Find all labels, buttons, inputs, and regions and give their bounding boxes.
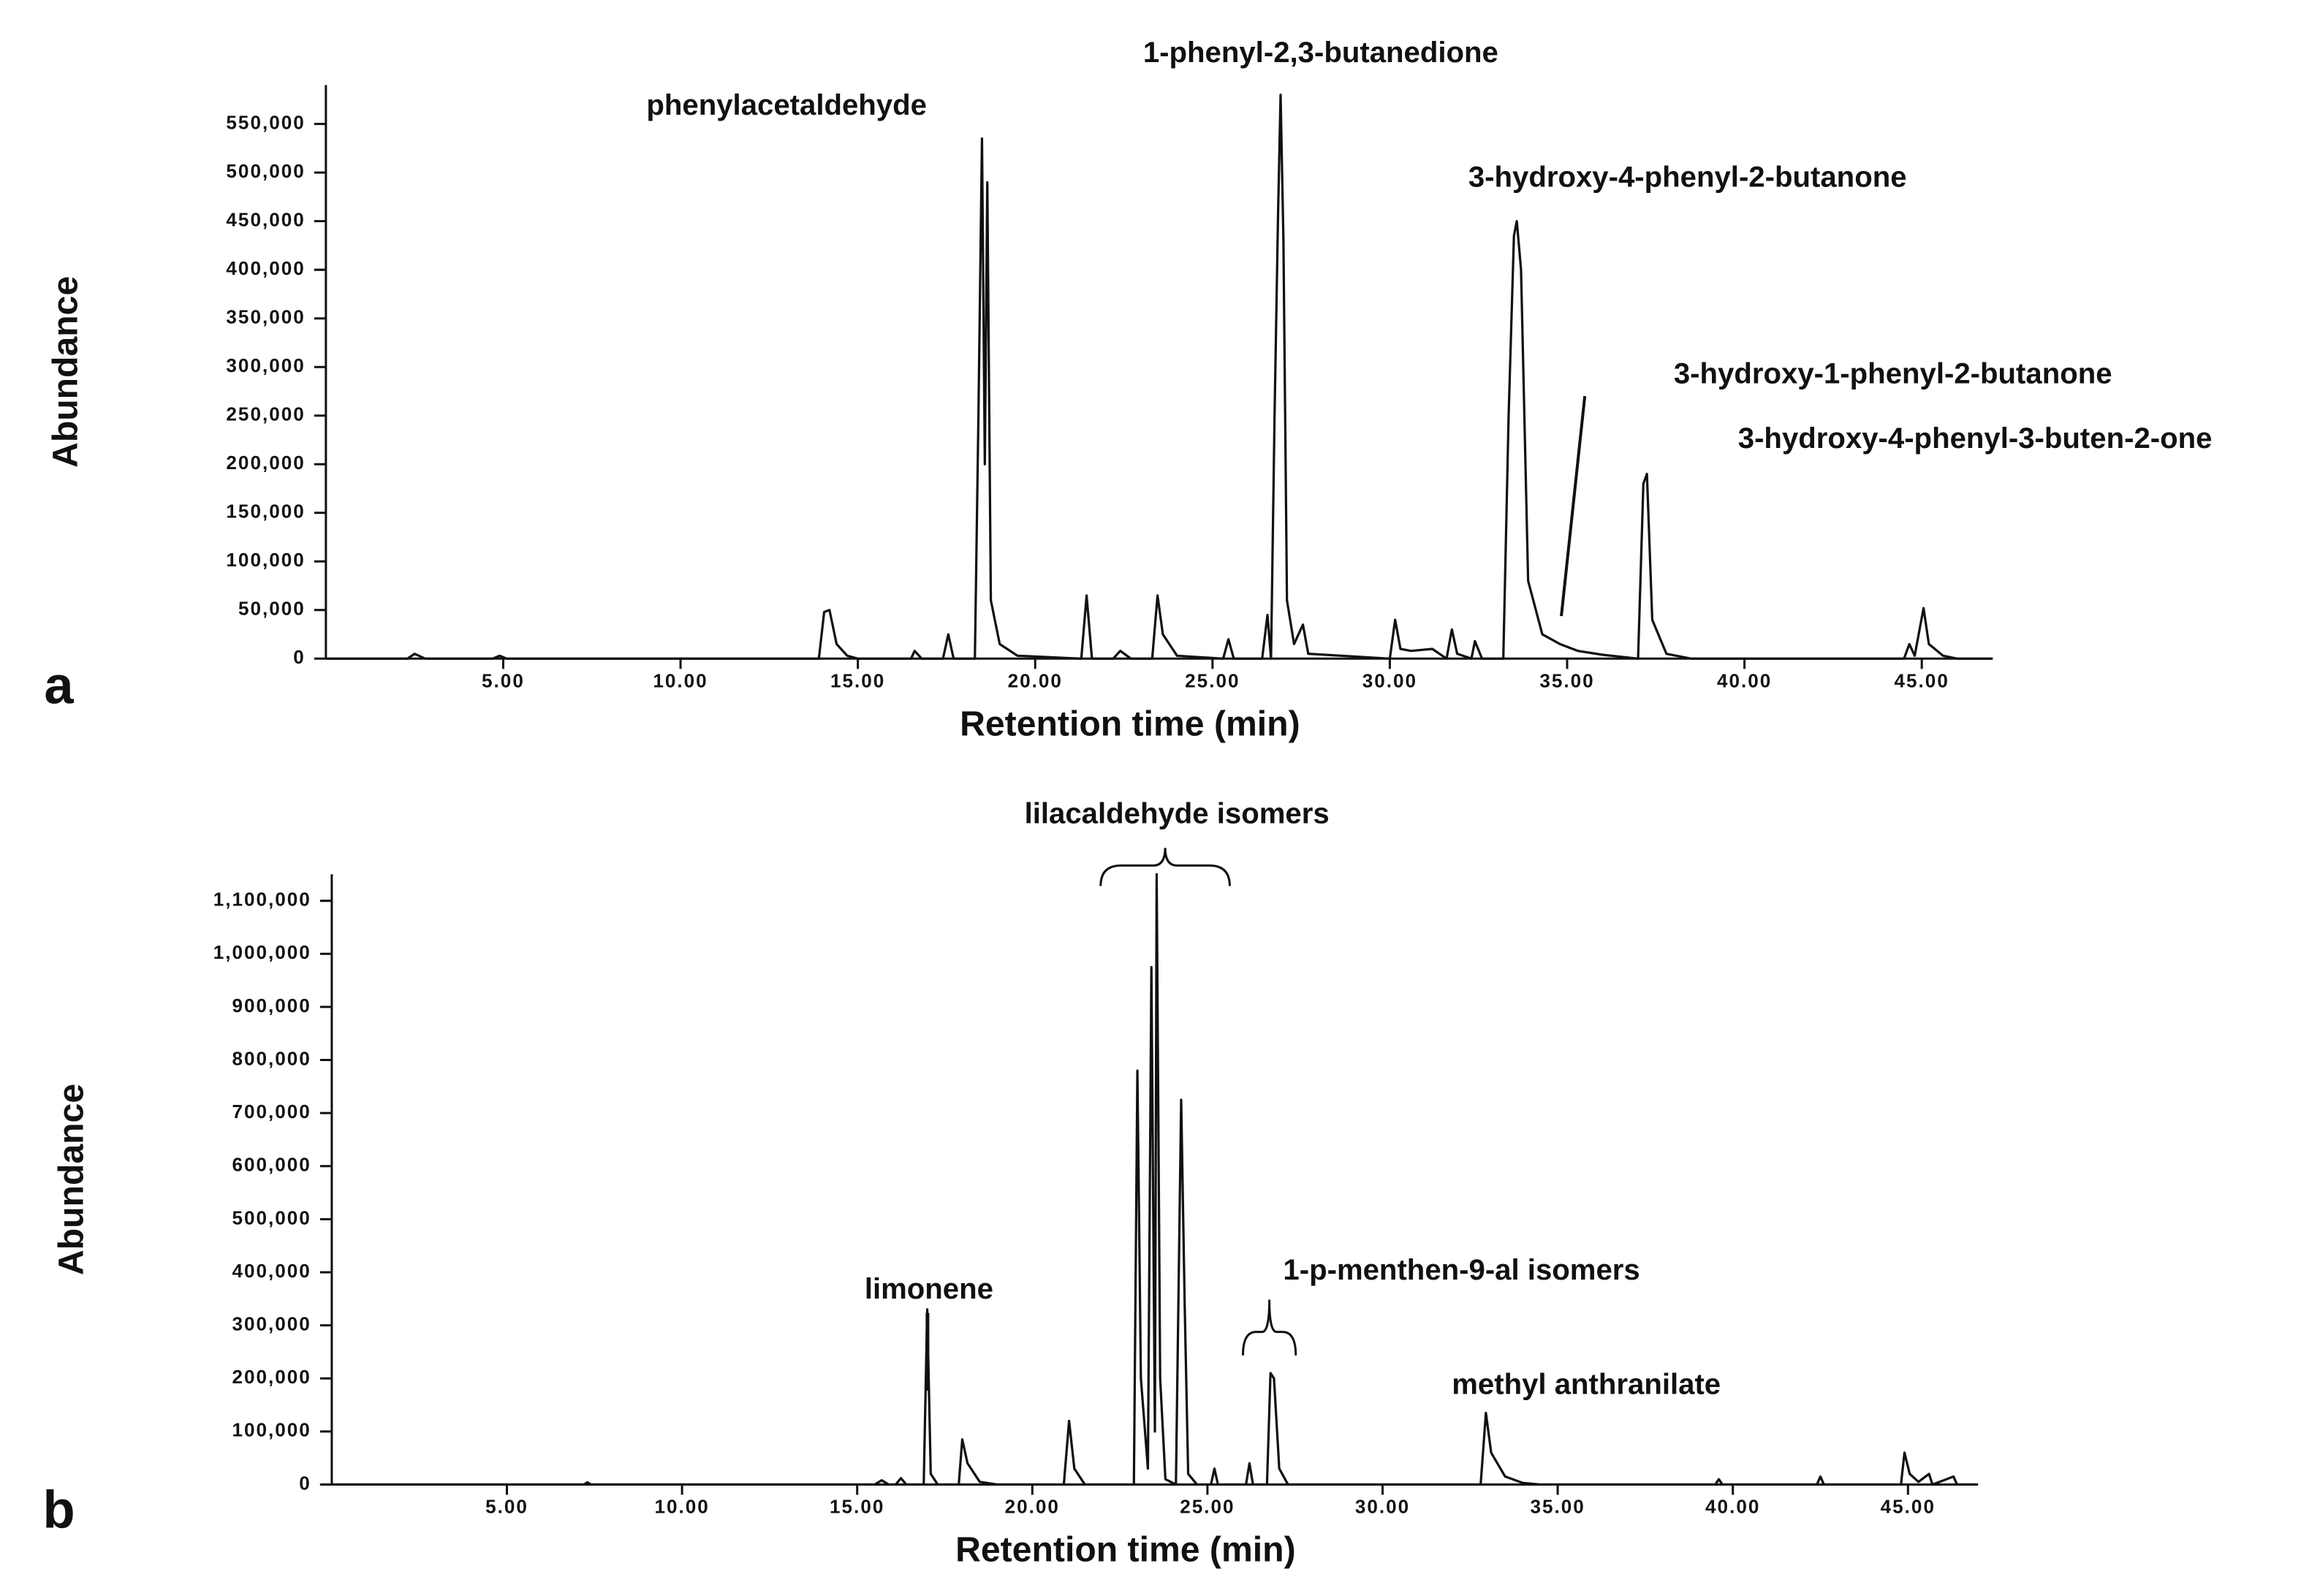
panel-label: a [44, 657, 74, 715]
peak-annotation: 3-hydroxy-4-phenyl-2-butanone [1468, 161, 1907, 194]
x-tick-label: 45.00 [1881, 1495, 1936, 1517]
x-tick-label: 30.00 [1362, 669, 1417, 691]
peak-annotation: methyl anthranilate [1452, 1368, 1721, 1401]
y-tick-label: 1,100,000 [213, 889, 311, 911]
x-tick-label: 25.00 [1180, 1495, 1235, 1517]
x-tick-label: 45.00 [1895, 669, 1949, 691]
x-tick-label: 20.00 [1008, 669, 1063, 691]
peak-annotation: phenylacetaldehyde [646, 88, 927, 121]
y-tick-label: 100,000 [226, 549, 305, 571]
y-tick-label: 100,000 [232, 1419, 311, 1441]
y-tick-label: 250,000 [226, 403, 305, 425]
chromatogram-trace [331, 873, 1979, 1486]
y-tick-label: 800,000 [232, 1047, 311, 1069]
x-tick-label: 15.00 [830, 1495, 884, 1517]
brace [1099, 848, 1231, 886]
x-axis-label: Retention time (min) [960, 704, 1300, 743]
x-tick-label: 30.00 [1355, 1495, 1410, 1517]
x-axis-label: Retention time (min) [955, 1530, 1296, 1569]
x-tick-label: 15.00 [830, 669, 885, 691]
y-tick-label: 400,000 [226, 257, 305, 279]
y-tick-label: 500,000 [226, 160, 305, 182]
brace [1241, 1299, 1297, 1356]
y-tick-label: 300,000 [232, 1312, 311, 1334]
x-tick-label: 35.00 [1530, 1495, 1585, 1517]
chromatogram-trace [325, 94, 1993, 660]
y-tick-label: 1,000,000 [213, 941, 311, 963]
peak-annotation: 3-hydroxy-1-phenyl-2-butanone [1674, 357, 2112, 390]
y-tick-label: 900,000 [232, 995, 311, 1016]
y-tick-label: 200,000 [226, 452, 305, 474]
x-tick-label: 5.00 [485, 1495, 528, 1517]
x-tick-label: 40.00 [1705, 1495, 1760, 1517]
peak-annotation: limonene [865, 1272, 993, 1305]
y-tick-label: 300,000 [226, 354, 305, 376]
y-axis-label: Abundance [45, 276, 85, 468]
y-tick-label: 550,000 [226, 112, 305, 134]
y-tick-label: 200,000 [232, 1366, 311, 1388]
x-tick-label: 10.00 [653, 669, 708, 691]
y-axis-label: Abundance [51, 1084, 91, 1275]
peak-annotation: lilacaldehyde isomers [1025, 797, 1330, 830]
y-tick-label: 600,000 [232, 1154, 311, 1176]
peak-annotation: 3-hydroxy-4-phenyl-3-buten-2-one [1738, 422, 2213, 455]
y-tick-label: 150,000 [226, 501, 305, 522]
panel-label: b [42, 1481, 75, 1540]
y-tick-label: 350,000 [226, 306, 305, 328]
x-tick-label: 5.00 [482, 669, 525, 691]
y-tick-label: 0 [293, 646, 306, 668]
x-tick-label: 35.00 [1539, 669, 1594, 691]
y-tick-label: 700,000 [232, 1101, 311, 1122]
x-tick-label: 20.00 [1005, 1495, 1060, 1517]
y-tick-label: 50,000 [238, 598, 306, 620]
x-tick-label: 25.00 [1185, 669, 1240, 691]
y-tick-label: 500,000 [232, 1206, 311, 1228]
y-tick-label: 450,000 [226, 209, 305, 231]
x-tick-label: 10.00 [654, 1495, 709, 1517]
y-tick-label: 400,000 [232, 1260, 311, 1282]
peak-annotation: 1-phenyl-2,3-butanedione [1143, 36, 1498, 69]
annotation-leader [1560, 395, 1587, 617]
x-tick-label: 40.00 [1717, 669, 1772, 691]
peak-annotation: 1-p-menthen-9-al isomers [1283, 1253, 1639, 1286]
y-tick-label: 0 [299, 1472, 311, 1494]
